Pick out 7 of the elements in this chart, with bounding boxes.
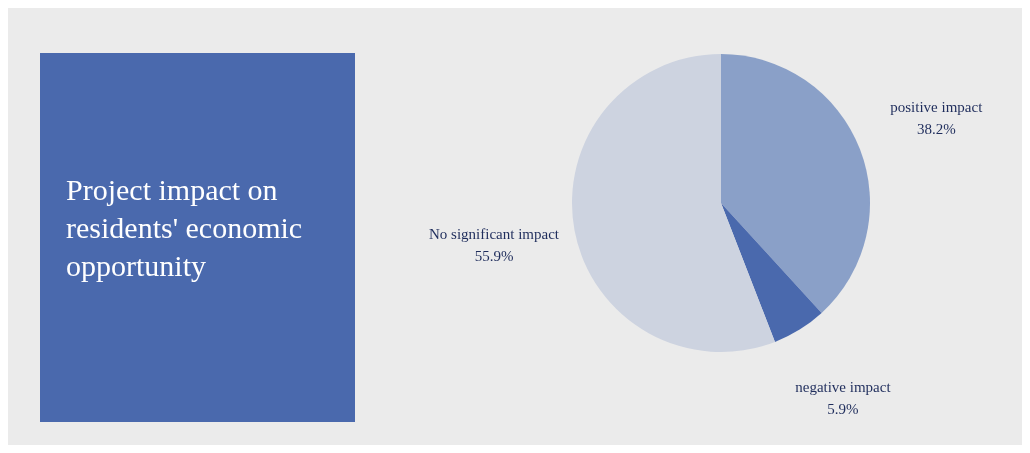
title-panel: Project impact on residents' economic opportunity bbox=[40, 53, 355, 422]
slice-label: positive impact bbox=[890, 99, 984, 116]
data-label: 38.2% bbox=[916, 121, 956, 138]
slice-label: negative impact bbox=[795, 379, 892, 396]
data-label: 5.9% bbox=[827, 401, 859, 418]
data-label: 55.9% bbox=[474, 247, 514, 264]
slice-label: No significant impact bbox=[429, 225, 560, 242]
